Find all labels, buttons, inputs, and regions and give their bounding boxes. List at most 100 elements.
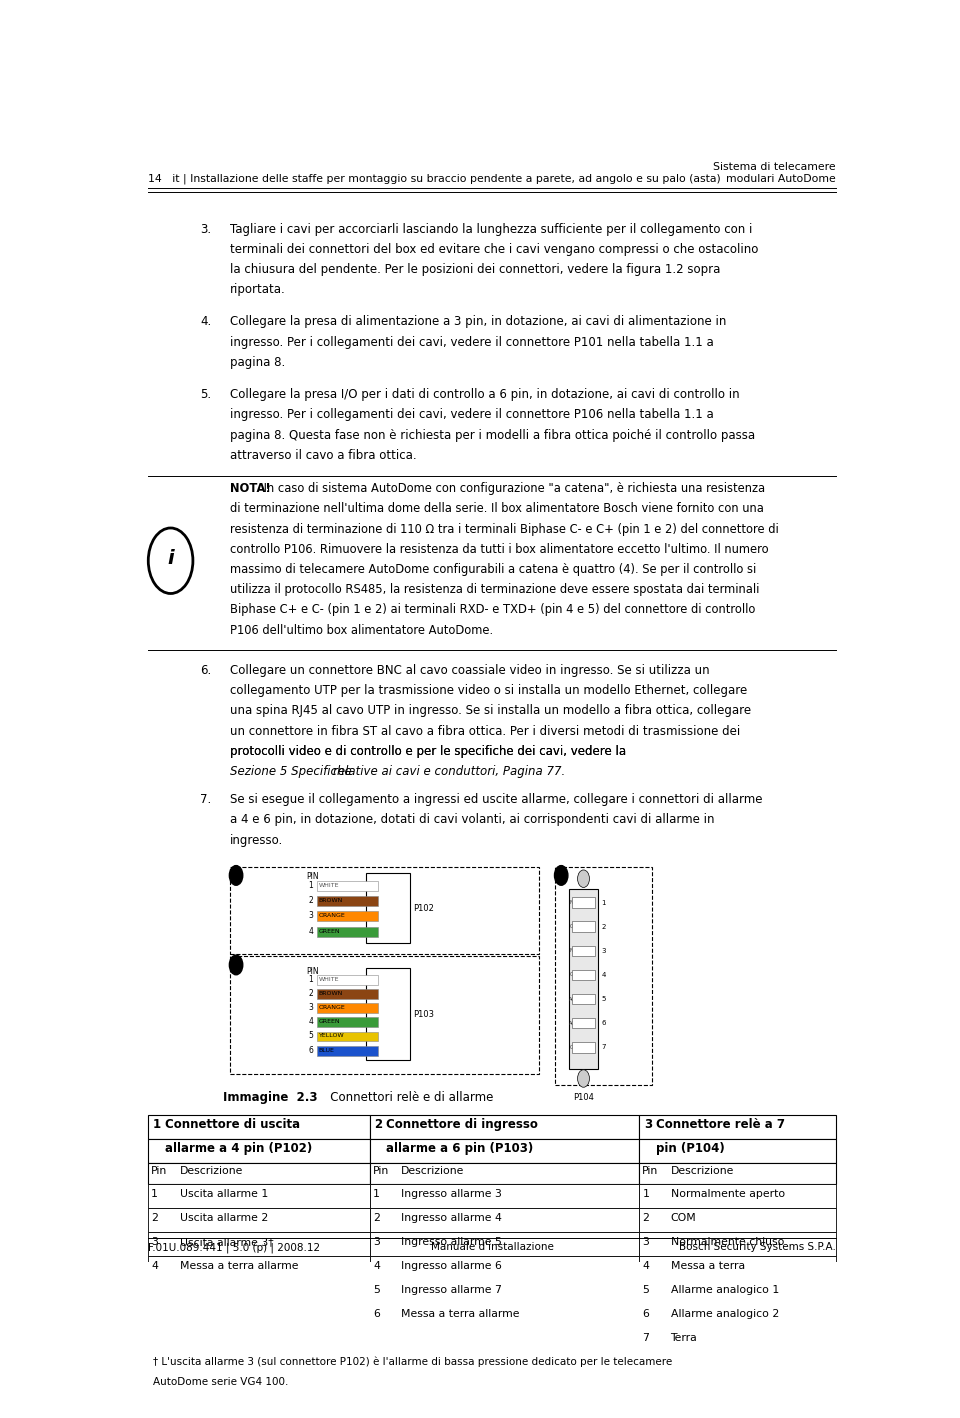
Text: 4: 4: [372, 1261, 380, 1271]
Text: Pin: Pin: [642, 1166, 659, 1176]
Text: relative ai cavi e conduttori, Pagina 77.: relative ai cavi e conduttori, Pagina 77…: [333, 764, 565, 778]
Bar: [370, 1115, 639, 1139]
Text: 2: 2: [152, 1212, 158, 1222]
Text: 1: 1: [233, 871, 239, 881]
Text: 2: 2: [372, 1212, 380, 1222]
Text: Pin: Pin: [372, 1166, 389, 1176]
Text: COM: COM: [670, 1212, 696, 1222]
Text: 4: 4: [642, 1261, 649, 1271]
Text: BLUE: BLUE: [319, 1048, 334, 1052]
Bar: [317, 896, 378, 906]
Text: allarme a 4 pin (P102): allarme a 4 pin (P102): [165, 1141, 312, 1154]
Text: 4.: 4.: [201, 315, 211, 329]
Bar: [568, 889, 598, 1069]
Text: Descrizione: Descrizione: [180, 1166, 243, 1176]
Bar: [639, 1139, 836, 1163]
Text: 1: 1: [152, 1188, 158, 1198]
Text: 4: 4: [601, 971, 606, 978]
Text: protocolli video e di controllo e per le specifiche dei cavi, vedere la: protocolli video e di controllo e per le…: [230, 744, 630, 757]
Bar: [639, 1329, 836, 1353]
Text: 5: 5: [308, 1031, 313, 1041]
Bar: [370, 1305, 639, 1329]
Bar: [370, 1280, 639, 1305]
Bar: [148, 1353, 836, 1397]
Text: Manuale d'installazione: Manuale d'installazione: [431, 1242, 553, 1252]
Text: Connettore di uscita: Connettore di uscita: [165, 1117, 300, 1130]
Text: Sezione 5 Specifiche: Sezione 5 Specifiche: [230, 764, 352, 778]
Text: ingresso. Per i collegamenti dei cavi, vedere il connettore P106 nella tabella 1: ingresso. Per i collegamenti dei cavi, v…: [230, 408, 714, 421]
Text: Se si esegue il collegamento a ingressi ed uscite allarme, collegare i connettor: Se si esegue il collegamento a ingressi …: [230, 793, 762, 807]
Text: P102: P102: [413, 903, 434, 913]
Bar: [370, 1256, 639, 1280]
Text: Tagliare i cavi per accorciarli lasciando la lunghezza sufficiente per il colleg: Tagliare i cavi per accorciarli lasciand…: [230, 223, 753, 235]
Text: 3.: 3.: [201, 223, 211, 235]
Text: 4: 4: [308, 1017, 313, 1027]
Text: Biphase C+ e C- (pin 1 e 2) ai terminali RXD- e TXD+ (pin 4 e 5) del connettore : Biphase C+ e C- (pin 1 e 2) ai terminali…: [230, 603, 756, 617]
Bar: [639, 1208, 836, 1232]
Bar: [370, 1139, 639, 1163]
Bar: [317, 881, 378, 891]
Text: Messa a terra allarme: Messa a terra allarme: [180, 1261, 298, 1271]
Text: NOTA!: NOTA!: [230, 482, 271, 495]
Circle shape: [578, 871, 589, 888]
Text: AO1: AO1: [569, 997, 580, 1001]
Text: YELLOW: YELLOW: [319, 1034, 345, 1038]
Text: Pin: Pin: [152, 1166, 167, 1176]
Text: COM: COM: [569, 925, 581, 929]
Text: protocolli video e di controllo e per le specifiche dei cavi, vedere la: protocolli video e di controllo e per le…: [230, 744, 630, 757]
Bar: [317, 1031, 378, 1041]
Text: † L'uscita allarme 3 (sul connettore P102) è l'allarme di bassa pressione dedica: † L'uscita allarme 3 (sul connettore P10…: [153, 1357, 672, 1367]
Text: 3: 3: [601, 949, 606, 954]
Text: Normalmente chiuso: Normalmente chiuso: [670, 1236, 784, 1246]
Text: BROWN: BROWN: [319, 991, 343, 995]
Bar: [366, 968, 410, 1059]
Text: 2: 2: [308, 896, 313, 905]
Text: Terra: Terra: [670, 1333, 697, 1343]
Text: i: i: [167, 549, 174, 569]
Text: 4: 4: [152, 1261, 158, 1271]
Text: BROWN: BROWN: [319, 898, 343, 903]
Text: 2: 2: [233, 960, 239, 970]
Text: Uscita allarme 1: Uscita allarme 1: [180, 1188, 268, 1198]
Text: 2: 2: [308, 988, 313, 998]
Text: attraverso il cavo a fibra ottica.: attraverso il cavo a fibra ottica.: [230, 450, 417, 462]
Text: 3: 3: [308, 912, 313, 920]
Text: GND: GND: [569, 973, 581, 977]
Text: P103: P103: [413, 1010, 434, 1018]
Bar: [639, 1232, 836, 1256]
Text: PIN: PIN: [306, 967, 319, 976]
Text: 1: 1: [601, 900, 606, 906]
Bar: [317, 974, 378, 984]
Text: Allarme analogico 2: Allarme analogico 2: [670, 1309, 779, 1319]
Text: Ingresso allarme 3: Ingresso allarme 3: [401, 1188, 502, 1198]
Bar: [572, 1018, 594, 1028]
Text: NO: NO: [569, 900, 577, 906]
Text: massimo di telecamere AutoDome configurabili a catena è quattro (4). Se per il c: massimo di telecamere AutoDome configura…: [230, 563, 756, 576]
Text: Bosch Security Systems S.P.A.: Bosch Security Systems S.P.A.: [679, 1242, 836, 1252]
Bar: [366, 873, 410, 943]
Circle shape: [148, 527, 193, 594]
Text: 2: 2: [601, 925, 606, 930]
Text: WHITE: WHITE: [319, 977, 339, 981]
Text: Ingresso allarme 7: Ingresso allarme 7: [401, 1285, 502, 1295]
Text: controllo P106. Rimuovere la resistenza da tutti i box alimentatore eccetto l'ul: controllo P106. Rimuovere la resistenza …: [230, 543, 769, 556]
Text: pagina 8. Questa fase non è richiesta per i modelli a fibra ottica poiché il con: pagina 8. Questa fase non è richiesta pe…: [230, 428, 756, 441]
Bar: [148, 1208, 370, 1232]
Bar: [639, 1184, 836, 1208]
Bar: [370, 1329, 639, 1353]
Bar: [572, 970, 594, 980]
Text: 2: 2: [374, 1117, 383, 1130]
Text: ingresso.: ingresso.: [230, 834, 283, 847]
Bar: [639, 1256, 836, 1280]
Text: 6: 6: [642, 1309, 649, 1319]
Text: Descrizione: Descrizione: [670, 1166, 734, 1176]
Text: Collegare la presa I/O per i dati di controllo a 6 pin, in dotazione, ai cavi di: Collegare la presa I/O per i dati di con…: [230, 389, 740, 401]
Text: 3: 3: [559, 871, 564, 881]
Bar: [317, 927, 378, 936]
Text: P104: P104: [573, 1093, 594, 1102]
Bar: [148, 1329, 370, 1353]
Text: GREEN: GREEN: [319, 929, 340, 933]
Circle shape: [229, 956, 243, 974]
Bar: [572, 1042, 594, 1052]
Bar: [370, 1163, 639, 1184]
